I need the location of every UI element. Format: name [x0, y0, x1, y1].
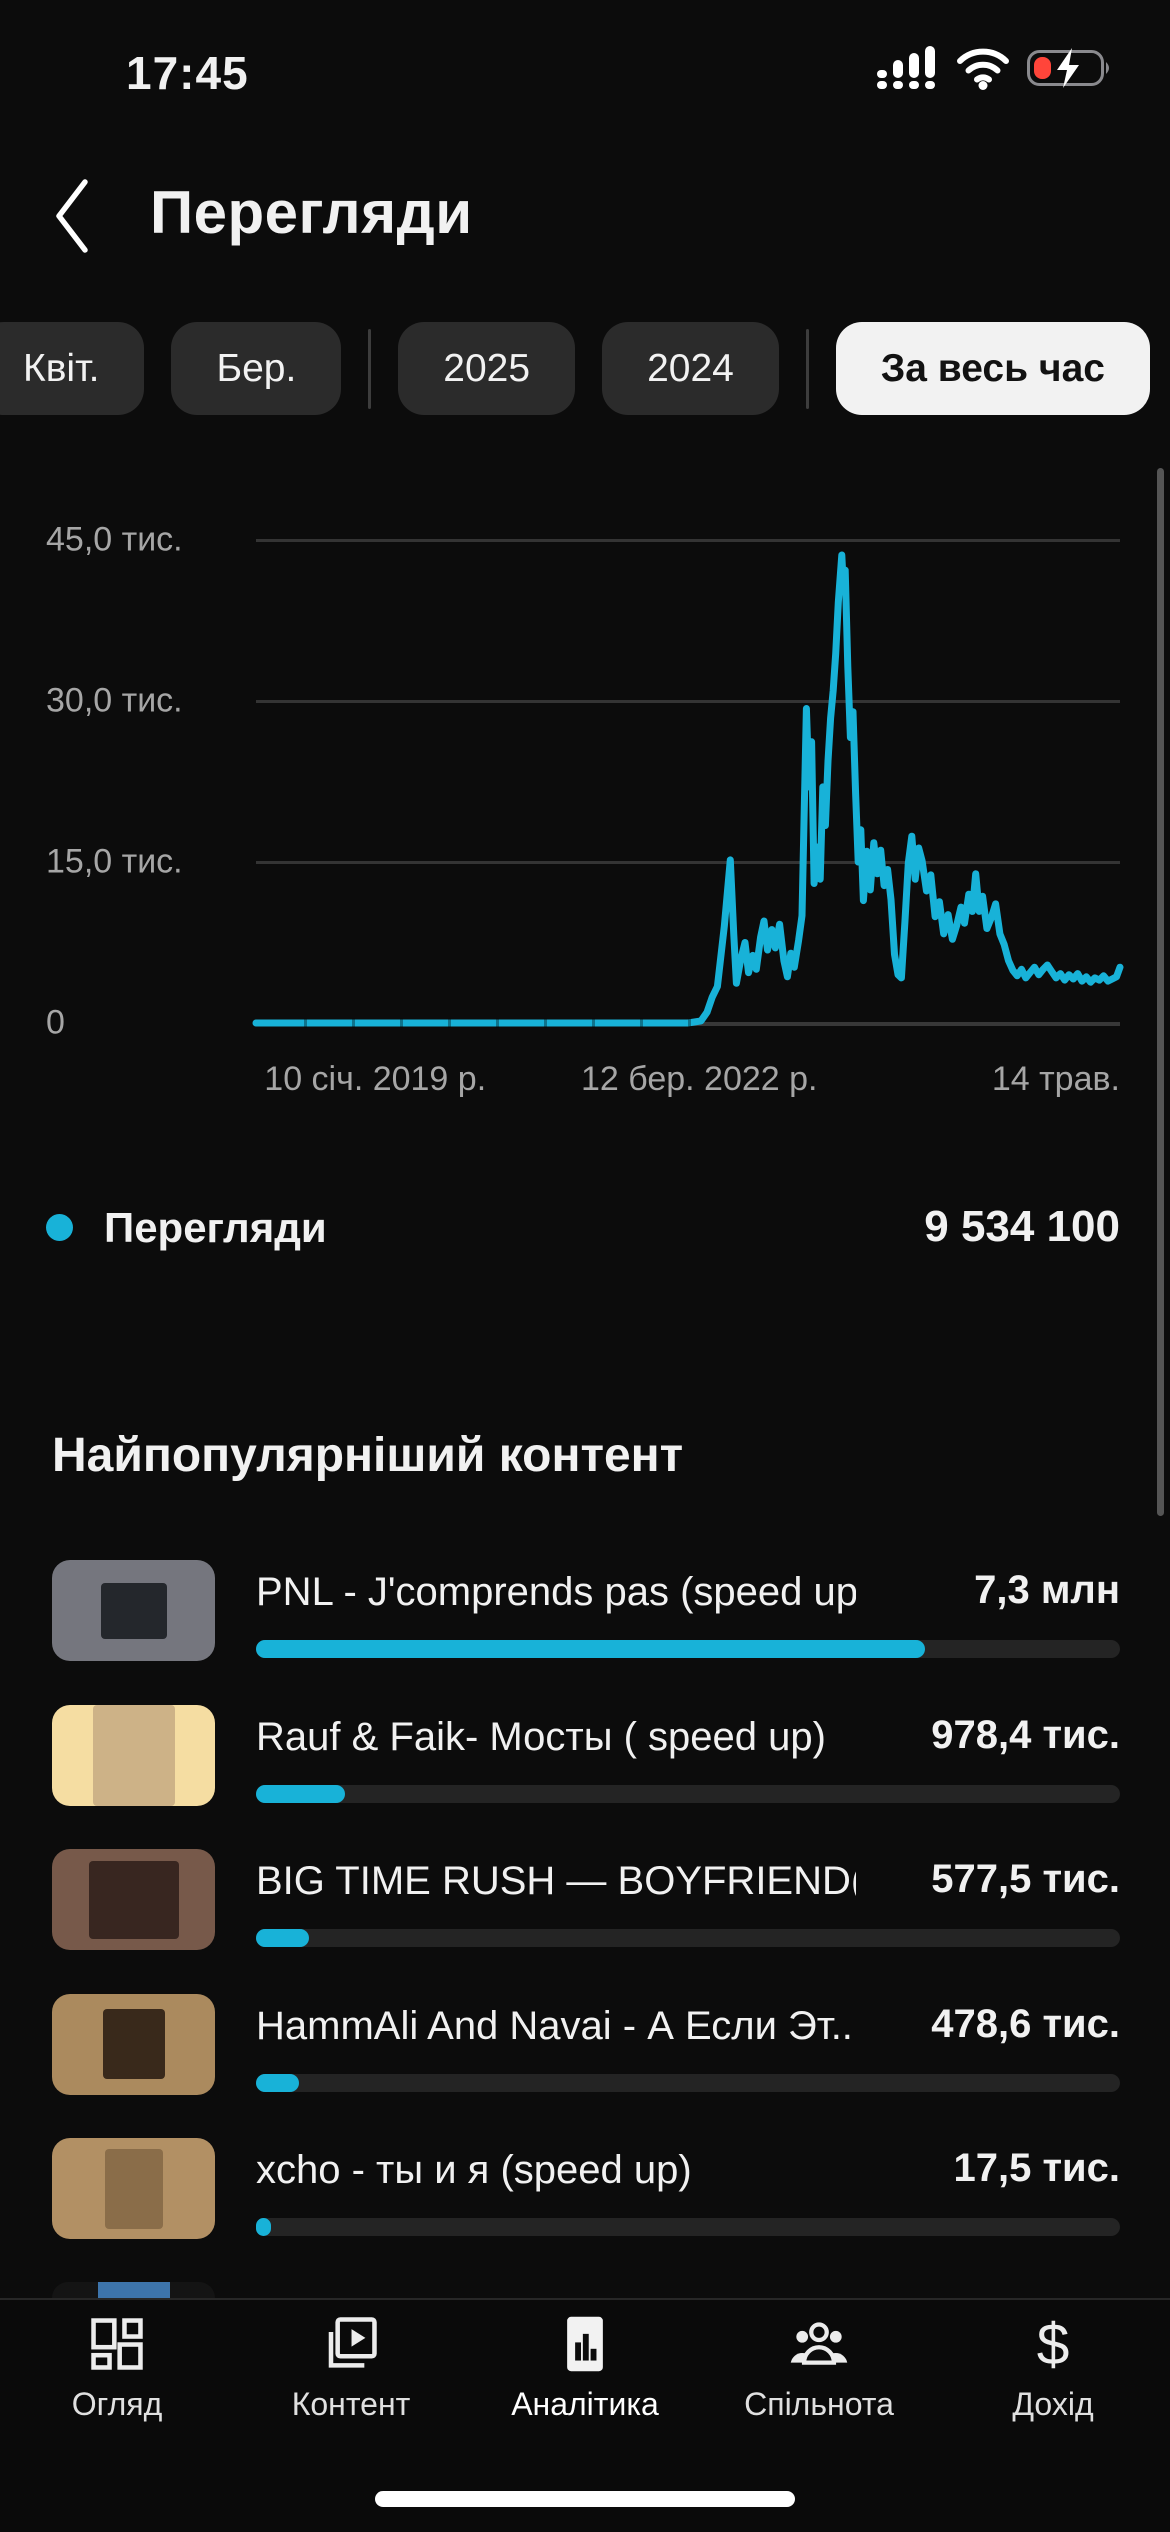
- video-thumbnail: [52, 1849, 215, 1950]
- video-thumbnail: [52, 1704, 215, 1806]
- tab-community[interactable]: Спільнота: [702, 2300, 936, 2532]
- filter-chip-2025[interactable]: 2025: [398, 322, 576, 415]
- filter-chip-квіт[interactable]: Квіт.: [0, 322, 145, 415]
- community-icon: [787, 2312, 851, 2376]
- content-row[interactable]: HammAli And Navai - А Если Эт... 478,6 ти…: [0, 1993, 1170, 2095]
- chart-line-svg[interactable]: [0, 0, 1170, 1045]
- content-views-value: 577,5 тис.: [931, 1857, 1120, 1901]
- chart-gridline: [256, 539, 1120, 542]
- tab-label: Контент: [291, 2386, 411, 2422]
- content-title: BIG TIME RUSH — BOYFRIEND(...: [256, 1859, 856, 1903]
- tab-content[interactable]: Контент: [234, 2300, 468, 2532]
- dashboard-icon: [85, 2312, 149, 2376]
- views-progress-fill: [256, 1784, 345, 1803]
- filter-chip-2024[interactable]: 2024: [602, 322, 779, 415]
- y-axis-tick-label: 15,0 тис.: [46, 842, 183, 881]
- thumbnail-video-frame: [88, 1860, 179, 1939]
- time-filter-chips: Квіт. Бер. 2025 2024 За весь час: [0, 322, 1150, 415]
- tab-label: Аналітика: [511, 2386, 659, 2422]
- home-indicator: [375, 2491, 795, 2507]
- content-row[interactable]: Rauf & Faik- Мосты ( speed up) 978,4 тис.: [0, 1704, 1170, 1806]
- content-views-value: 7,3 млн: [974, 1568, 1120, 1612]
- filter-chip-завесьчас[interactable]: За весь час: [835, 322, 1150, 415]
- views-progress-fill: [256, 2073, 300, 2092]
- chip-group-divider: [805, 328, 809, 409]
- views-progress-fill: [256, 1640, 925, 1658]
- status-icons: [877, 45, 1113, 95]
- page-title: Перегляди: [150, 179, 473, 246]
- cellular-signal-icon: [877, 45, 939, 95]
- tab-label: Огляд: [71, 2386, 163, 2422]
- bottom-tab-bar: Огляд Контент Аналітика Спільнота $ Дохі…: [0, 2298, 1170, 2532]
- svg-text:$: $: [1037, 2312, 1070, 2376]
- views-progress-fill: [256, 2218, 271, 2236]
- chart-gridline: [256, 700, 1120, 703]
- metric-legend-row[interactable]: Перегляди 9 534 100: [0, 1196, 1170, 1266]
- x-axis-tick-label: 10 січ. 2019 р.: [264, 1060, 487, 1098]
- content-views-value: 17,5 тис.: [953, 2146, 1120, 2190]
- top-content-title: Найпопулярніший контент: [52, 1429, 684, 1482]
- thumbnail-video-frame: [100, 1582, 167, 1639]
- content-row[interactable]: PNL - J'comprends pas (speed up... 7,3 мл…: [0, 1560, 1170, 1661]
- tab-label: Спільнота: [744, 2386, 894, 2422]
- content-title: PNL - J'comprends pas (speed up...: [256, 1570, 856, 1614]
- video-thumbnail: [52, 1560, 215, 1661]
- chip-group-divider: [368, 328, 372, 409]
- x-axis-tick-label: 12 бер. 2022 р.: [580, 1060, 818, 1098]
- tab-dashboard[interactable]: Огляд: [0, 2300, 234, 2532]
- back-button[interactable]: [44, 178, 100, 258]
- next-item-thumbnail-partial: [52, 2282, 215, 2298]
- wifi-icon: [955, 46, 1011, 95]
- y-axis-tick-label: 0: [46, 1003, 65, 1042]
- content-row[interactable]: xcho - ты и я (speed up) 17,5 тис.: [0, 2138, 1170, 2239]
- views-progress-track: [256, 1929, 1120, 1947]
- battery-charging-icon: [1027, 46, 1113, 95]
- legend-total-value: 9 534 100: [924, 1202, 1120, 1251]
- views-progress-track: [256, 1640, 1120, 1658]
- thumbnail-video-frame: [92, 1704, 175, 1806]
- views-progress-track: [256, 2073, 1120, 2092]
- thumbnail-video-frame: [104, 2148, 163, 2229]
- content-views-value: 978,4 тис.: [931, 1712, 1120, 1757]
- tab-label: Дохід: [1012, 2386, 1094, 2422]
- revenue-icon: $: [1021, 2312, 1085, 2376]
- analytics-icon: [553, 2312, 617, 2376]
- video-thumbnail: [52, 2138, 215, 2239]
- status-time: 17:45: [126, 47, 249, 99]
- y-axis-tick-label: 45,0 тис.: [46, 520, 183, 559]
- tab-analytics[interactable]: Аналітика: [468, 2300, 702, 2532]
- views-progress-track: [256, 1784, 1120, 1803]
- x-axis-tick-label: 14 трав.: [991, 1060, 1120, 1098]
- legend-label: Перегляди: [104, 1204, 327, 1251]
- content-title: Rauf & Faik- Мосты ( speed up): [256, 1714, 826, 1759]
- video-thumbnail: [52, 1993, 215, 2095]
- legend-dot-icon: [46, 1214, 73, 1241]
- content-row[interactable]: BIG TIME RUSH — BOYFRIEND(... 577,5 тис.: [0, 1849, 1170, 1950]
- thumbnail-video-frame: [102, 2009, 165, 2079]
- filter-chip-бер[interactable]: Бер.: [171, 322, 342, 415]
- views-progress-fill: [256, 1929, 309, 1947]
- content-icon: [319, 2312, 383, 2376]
- content-title: HammAli And Navai - А Если Эт...: [256, 2003, 856, 2048]
- y-axis-tick-label: 30,0 тис.: [46, 681, 183, 720]
- content-title: xcho - ты и я (speed up): [256, 2148, 692, 2192]
- scrollbar[interactable]: [1157, 468, 1164, 1516]
- content-views-value: 478,6 тис.: [931, 2001, 1120, 2046]
- tab-revenue[interactable]: $ Дохід: [936, 2300, 1170, 2532]
- chevron-left-icon: [52, 177, 92, 260]
- views-progress-track: [256, 2218, 1120, 2236]
- chart-gridline: [256, 861, 1120, 864]
